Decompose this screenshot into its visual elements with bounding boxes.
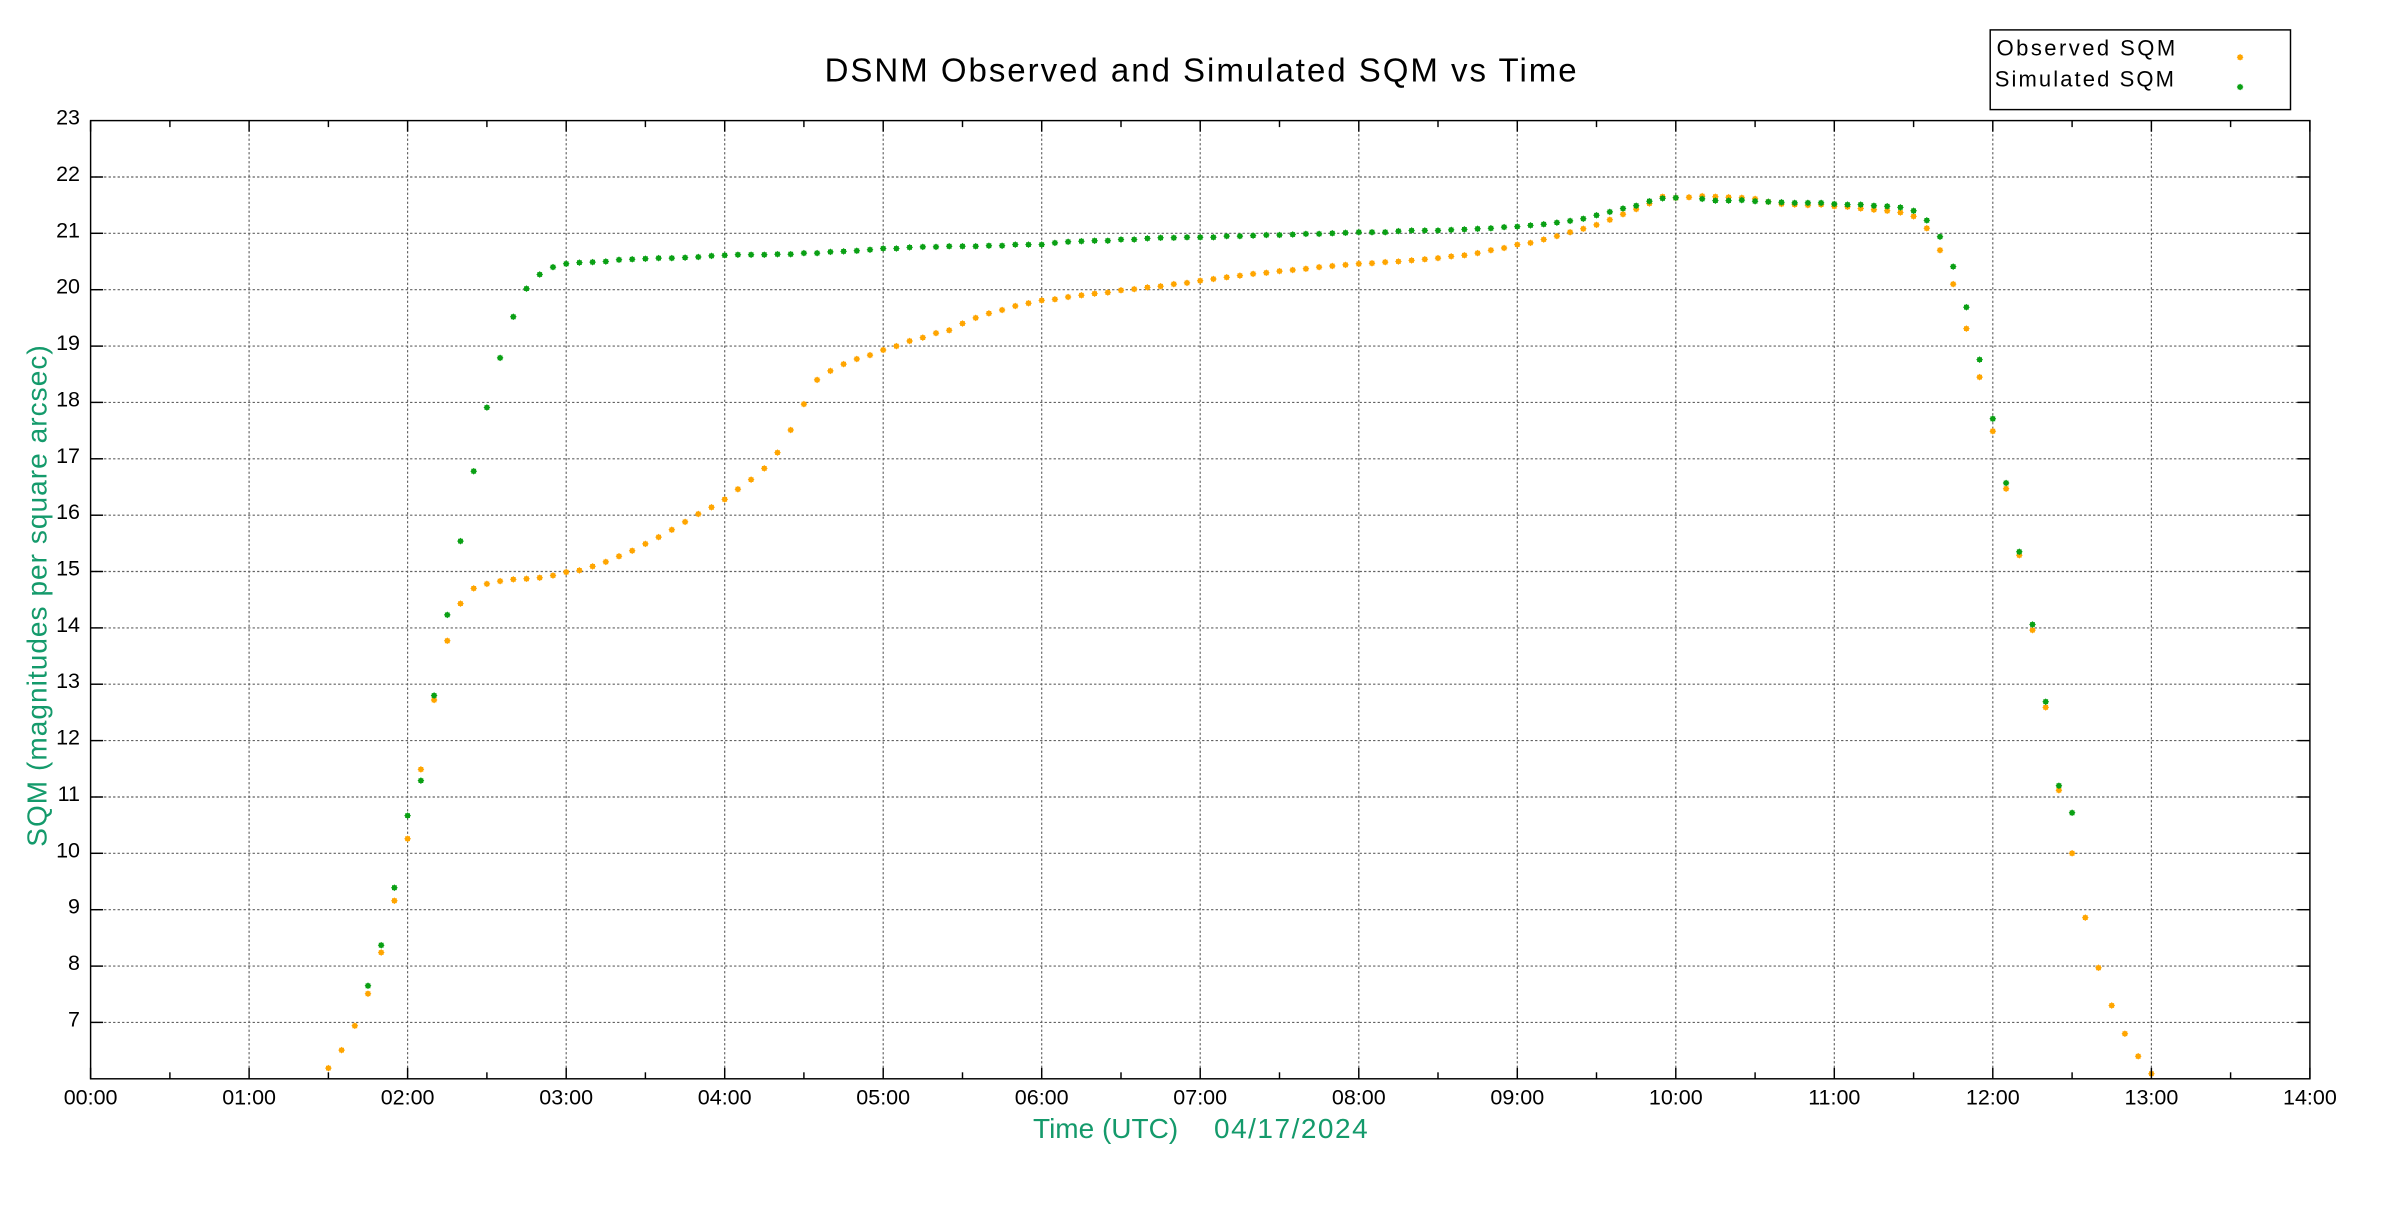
svg-text:11:00: 11:00	[1808, 1085, 1860, 1109]
svg-text:10: 10	[56, 838, 80, 862]
svg-text:Time (UTC): Time (UTC)	[1033, 1113, 1178, 1144]
svg-text:13:00: 13:00	[2124, 1085, 2178, 1109]
svg-text:21: 21	[56, 218, 80, 242]
svg-text:7: 7	[68, 1007, 80, 1031]
svg-text:Observed SQM: Observed SQM	[1997, 35, 2178, 60]
svg-text:14: 14	[56, 613, 80, 637]
svg-text:Simulated SQM: Simulated SQM	[1995, 66, 2176, 91]
svg-text:09:00: 09:00	[1490, 1085, 1544, 1109]
svg-text:01:00: 01:00	[222, 1085, 276, 1109]
svg-text:17: 17	[56, 444, 80, 468]
svg-text:04:00: 04:00	[698, 1085, 752, 1109]
svg-text:08:00: 08:00	[1332, 1085, 1386, 1109]
svg-text:19: 19	[56, 331, 80, 355]
svg-text:06:00: 06:00	[1015, 1085, 1069, 1109]
svg-text:SQM (magnitudes per square arc: SQM (magnitudes per square arcsec)	[22, 344, 53, 847]
svg-text:14:00: 14:00	[2283, 1085, 2337, 1109]
svg-text:23: 23	[56, 106, 80, 130]
svg-text:00:00: 00:00	[64, 1085, 118, 1109]
svg-text:12:00: 12:00	[1966, 1085, 2020, 1109]
svg-text:12: 12	[56, 726, 80, 750]
svg-text:13: 13	[56, 669, 80, 693]
svg-text:11: 11	[58, 782, 80, 806]
svg-text:03:00: 03:00	[539, 1085, 593, 1109]
svg-text:15: 15	[56, 557, 80, 581]
svg-text:04/17/2024: 04/17/2024	[1214, 1113, 1369, 1144]
svg-text:20: 20	[56, 275, 80, 299]
svg-text:22: 22	[56, 162, 80, 186]
svg-text:02:00: 02:00	[381, 1085, 435, 1109]
svg-text:18: 18	[56, 387, 80, 411]
svg-text:05:00: 05:00	[856, 1085, 910, 1109]
svg-text:10:00: 10:00	[1649, 1085, 1703, 1109]
svg-text:07:00: 07:00	[1173, 1085, 1227, 1109]
svg-text:DSNM Observed and Simulated SQ: DSNM Observed and Simulated SQM vs Time	[825, 52, 1579, 89]
svg-text:9: 9	[68, 895, 80, 919]
svg-text:8: 8	[68, 951, 80, 975]
svg-text:16: 16	[56, 500, 80, 524]
